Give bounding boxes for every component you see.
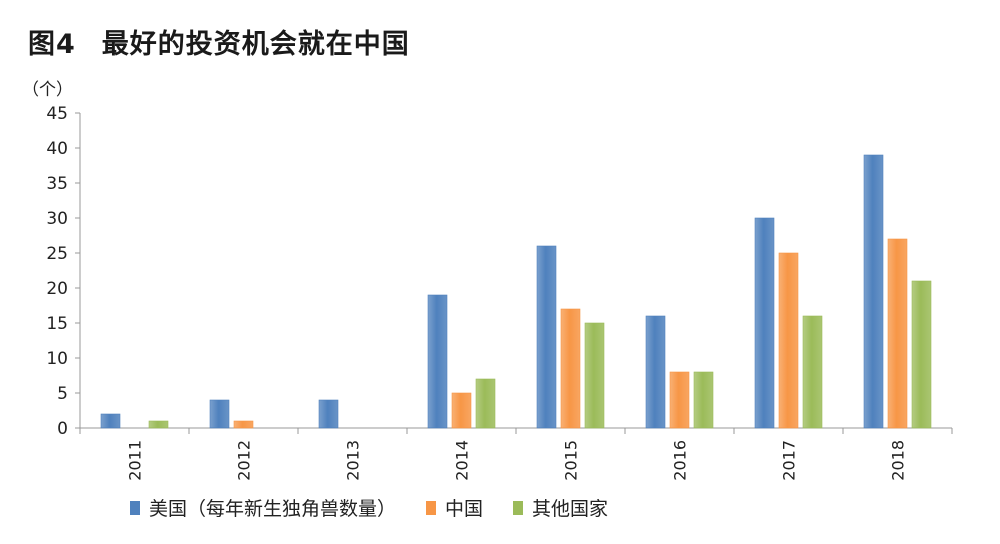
y-tick-label: 0: [57, 419, 68, 439]
x-tick-label-2016: 2016: [671, 440, 690, 481]
x-tick-label-2011: 2011: [126, 440, 145, 481]
bar-usa-2012: [209, 399, 230, 429]
y-tick-label: 15: [46, 314, 68, 334]
bar-usa-2013: [318, 399, 339, 429]
bar-china-2012: [233, 420, 254, 429]
bar-china-2014: [451, 392, 472, 429]
bar-china-2016: [669, 371, 690, 429]
x-tick-label-2018: 2018: [889, 440, 908, 481]
x-tick-label-2017: 2017: [780, 440, 799, 481]
bars-group: [100, 154, 932, 429]
x-tick-label-2014: 2014: [453, 440, 472, 481]
chart-title: 图4 最好的投资机会就在中国: [28, 22, 410, 61]
legend-item-usa: 美国（每年新生独角兽数量）: [130, 494, 396, 521]
y-axis-unit-label: （个）: [22, 80, 73, 100]
bar-others-2018: [911, 280, 932, 429]
y-tick-label: 5: [57, 384, 68, 404]
figure-title: 最好的投资机会就在中国: [101, 29, 410, 60]
bar-usa-2016: [645, 315, 666, 429]
legend-label-usa: 美国（每年新生独角兽数量）: [149, 498, 397, 520]
figure-number: 图4: [28, 29, 76, 60]
legend-label-china: 中国: [445, 498, 484, 520]
bar-usa-2017: [754, 217, 775, 429]
legend: 美国（每年新生独角兽数量） 中国 其他国家: [130, 494, 638, 521]
bar-others-2016: [693, 371, 714, 429]
bar-china-2017: [778, 252, 799, 429]
y-tick-label: 25: [46, 244, 68, 264]
legend-item-china: 中国: [426, 494, 483, 521]
bar-others-2011: [148, 420, 169, 429]
bar-others-2014: [475, 378, 496, 429]
bar-others-2017: [802, 315, 823, 429]
x-tick-label-2013: 2013: [344, 440, 363, 481]
legend-swatch-usa: [130, 500, 140, 515]
x-tick-label-2015: 2015: [562, 440, 581, 481]
y-tick-label: 40: [46, 139, 68, 159]
y-tick-label: 10: [46, 349, 68, 369]
y-tick-label: 30: [46, 209, 68, 229]
y-tick-label: 20: [46, 279, 68, 299]
bar-china-2015: [560, 308, 581, 429]
bar-usa-2011: [100, 413, 121, 429]
legend-swatch-china: [426, 500, 437, 515]
bar-usa-2014: [427, 294, 448, 429]
x-tick-label-2012: 2012: [235, 440, 254, 481]
legend-label-others: 其他国家: [532, 498, 609, 520]
bar-usa-2015: [536, 245, 557, 429]
bar-usa-2018: [863, 154, 884, 429]
y-tick-label: 35: [46, 174, 68, 194]
legend-item-others: 其他国家: [513, 494, 608, 521]
bar-china-2018: [887, 238, 908, 429]
legend-swatch-others: [513, 500, 524, 515]
x-axis: 2011 2012 2013 2014 2015 2016 2017 2018: [79, 427, 953, 481]
y-tick-label: 45: [46, 104, 68, 124]
y-axis: 0 5 10 15 20 25 30 35 40 45: [46, 104, 81, 439]
bar-others-2015: [584, 322, 605, 429]
